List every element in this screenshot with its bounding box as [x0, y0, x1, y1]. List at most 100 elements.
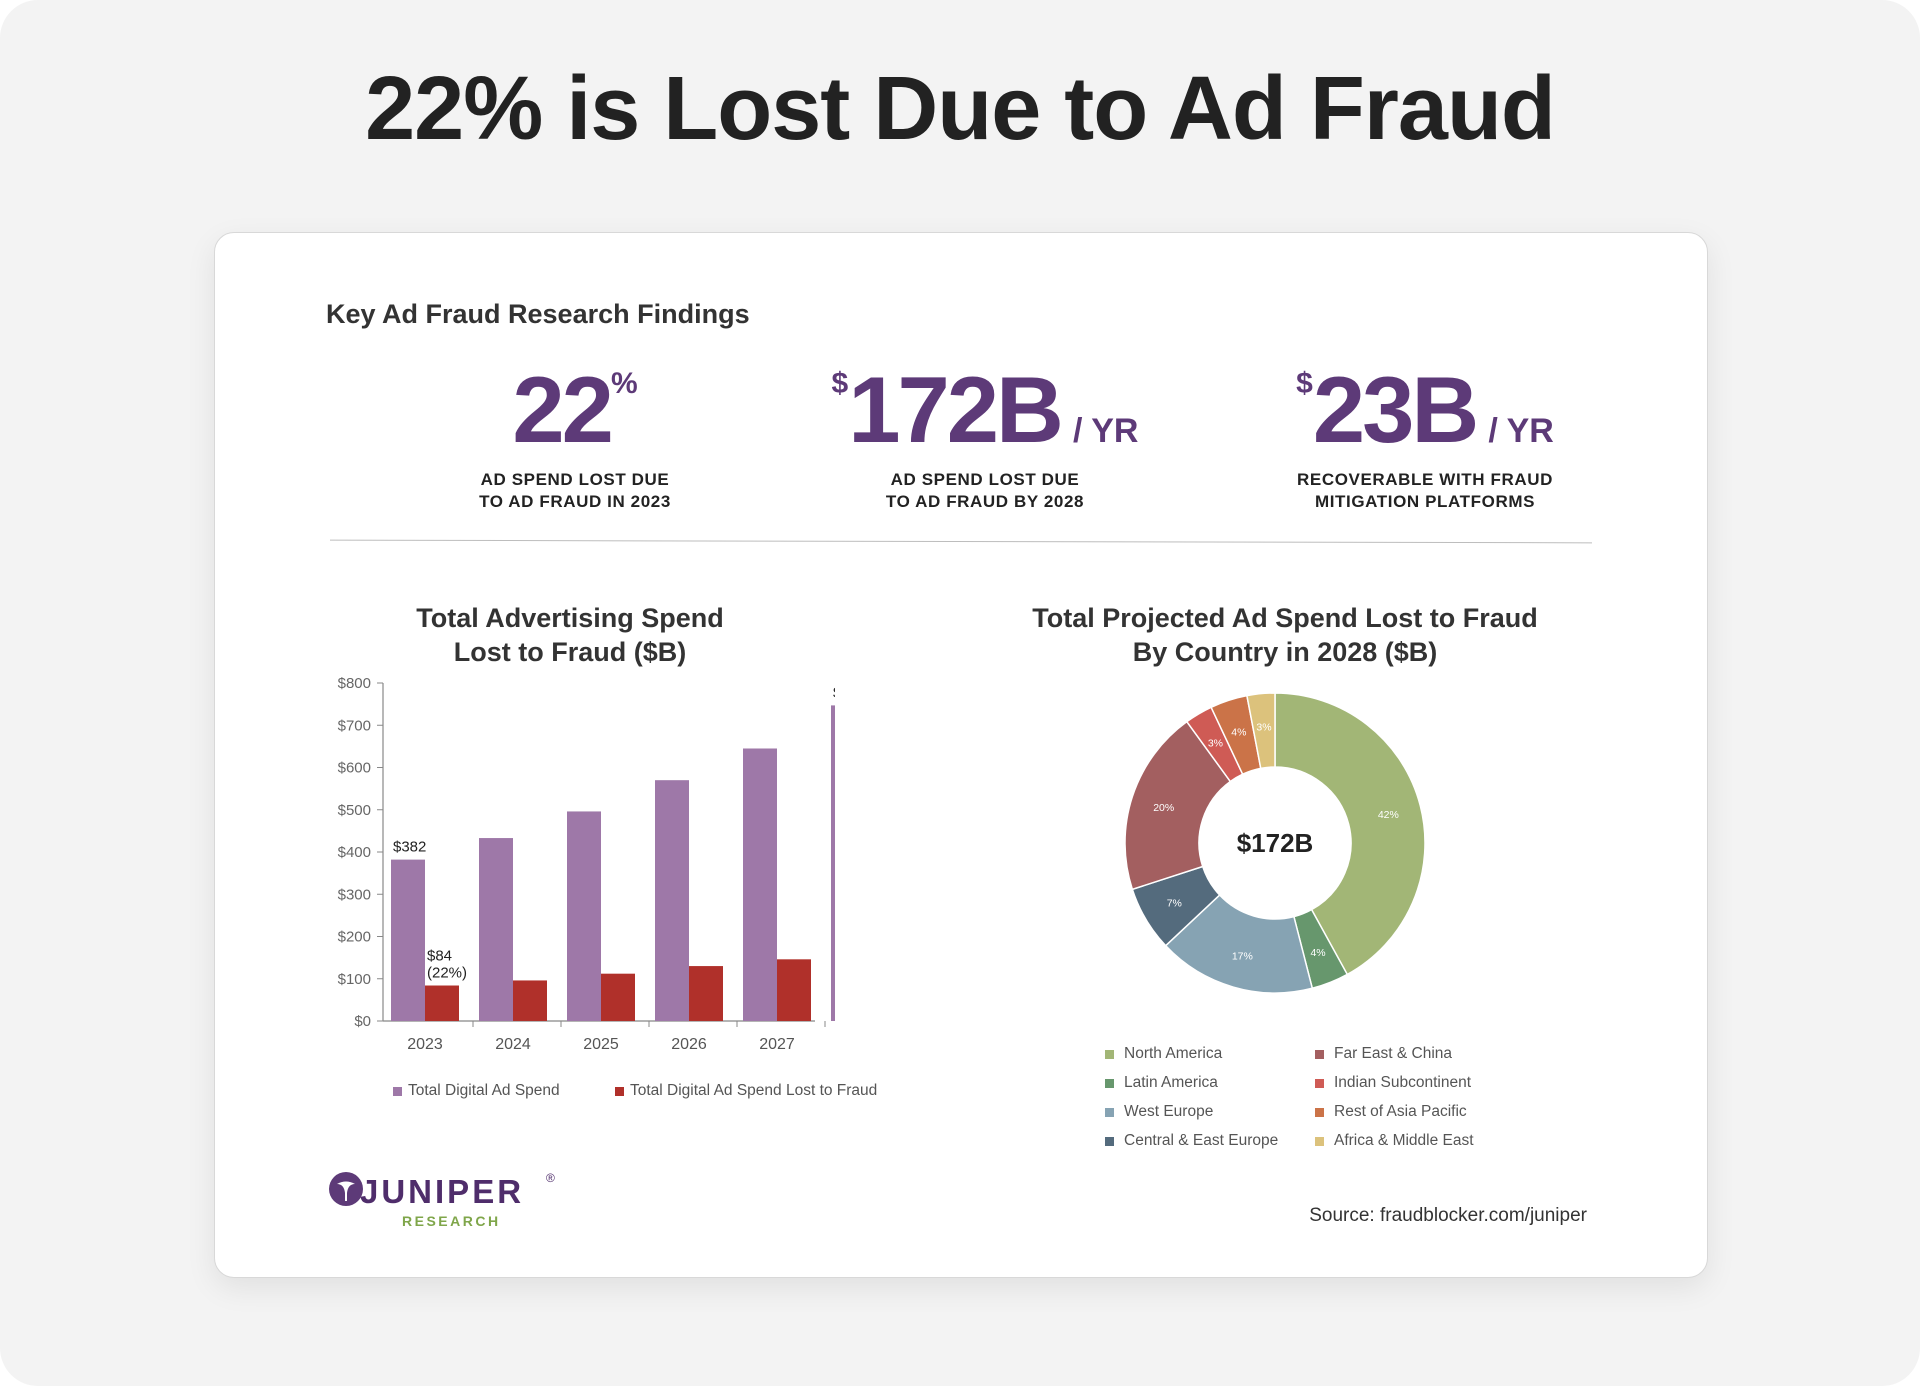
donut-slice	[1124, 720, 1232, 891]
bar-data-label: $84	[427, 948, 452, 965]
y-tick-label: $200	[338, 929, 371, 946]
stat-value: $ 23B / YR	[1225, 363, 1625, 457]
donut-chart-title-line: Total Projected Ad Spend Lost to Fraud	[1032, 603, 1538, 633]
y-tick-label: $500	[338, 802, 371, 819]
donut-slice-label: 42%	[1378, 809, 1399, 821]
legend-swatch	[1105, 1107, 1114, 1117]
stat-unit: / YR	[1488, 412, 1554, 450]
x-tick-label: 2026	[671, 1036, 707, 1053]
donut-slice-label: 3%	[1256, 722, 1271, 734]
legend-swatch	[1105, 1049, 1114, 1059]
bar-spend	[567, 811, 601, 1021]
bar-spend	[391, 859, 425, 1021]
donut-chart-title-line: By Country in 2028 ($B)	[1132, 637, 1438, 667]
legend-label: Total Digital Ad Spend	[408, 1082, 560, 1099]
bar-fraud	[601, 973, 635, 1021]
stat-number: 22	[512, 357, 614, 462]
bar-chart-title: Total Advertising Spend Lost to Fraud ($…	[365, 601, 775, 669]
stat-description: AD SPEND LOST DUE TO AD FRAUD BY 2028	[885, 470, 1085, 511]
logo-subtitle: RESEARCH	[402, 1213, 501, 1229]
findings-heading: Key Ad Fraud Research Findings	[326, 299, 750, 329]
stat-unit: / YR	[1072, 412, 1139, 450]
legend-swatch	[1105, 1078, 1114, 1088]
donut-slice-label: 3%	[1208, 737, 1223, 749]
donut-slice	[1246, 692, 1276, 770]
donut-legend-item: Latin America	[1105, 1074, 1218, 1092]
donut-slice-label: 4%	[1310, 947, 1325, 959]
bar-data-label: (22%)	[427, 965, 467, 982]
bar-fraud	[513, 980, 547, 1021]
x-tick-label: 2027	[759, 1036, 795, 1053]
legend-label: Total Digital Ad Spend Lost to Fraud	[630, 1082, 878, 1099]
bar-chart-title-line: Total Advertising Spend	[416, 603, 724, 633]
legend-label: Rest of Asia Pacific	[1334, 1103, 1467, 1120]
legend-label: Central & East Europe	[1124, 1132, 1279, 1149]
bar-chart: $0 $100 $200 $300 $400 $500 $600 $700 $800 2023 20…	[338, 675, 835, 1053]
bar-fraud	[777, 959, 811, 1021]
donut-legend-item: Rest of Asia Pacific	[1315, 1103, 1467, 1121]
donut-legend-item: Africa & Middle East	[1315, 1132, 1474, 1150]
donut-chart: 42% 4% 17% 7% 20% 3% 4% 3% $172B	[1124, 692, 1426, 994]
stat-number: 23B	[1312, 357, 1479, 462]
donut-center-label: $172B	[1237, 828, 1314, 858]
legend-label: Africa & Middle East	[1334, 1132, 1474, 1149]
donut-slice-label: 7%	[1167, 898, 1182, 910]
legend-swatch	[1315, 1049, 1324, 1059]
stat-value: 22 %	[390, 363, 760, 457]
bar-fraud	[689, 966, 723, 1021]
section-divider	[330, 539, 1592, 544]
stat-prefix: $	[831, 367, 849, 400]
logo-wordmark: JUNIPER	[360, 1173, 525, 1210]
y-tick-label: $800	[338, 675, 371, 692]
y-tick-label: $400	[338, 844, 371, 861]
legend-swatch	[1105, 1136, 1114, 1146]
stat-value: $ 172B / YR	[785, 363, 1185, 457]
bar-data-label: $747	[833, 684, 835, 701]
donut-legend-item: Far East & China	[1315, 1045, 1452, 1063]
legend-label: West Europe	[1124, 1103, 1214, 1120]
stat-description: AD SPEND LOST DUE TO AD FRAUD IN 2023	[479, 470, 671, 511]
legend-label: Latin America	[1124, 1074, 1218, 1091]
legend-swatch	[393, 1086, 402, 1096]
bar-fraud	[425, 985, 459, 1021]
y-tick-label: $700	[338, 717, 371, 734]
page-title: 22% is Lost Due to Ad Fraud	[365, 59, 1556, 159]
legend-swatch	[1315, 1136, 1324, 1146]
legend-label: Far East & China	[1334, 1045, 1453, 1062]
donut-chart-title: Total Projected Ad Spend Lost to Fraud B…	[985, 601, 1585, 669]
donut-slice-label: 20%	[1153, 802, 1174, 814]
bar-spend	[655, 780, 689, 1021]
y-tick-label: $600	[338, 760, 371, 777]
donut-legend-item: West Europe	[1105, 1103, 1213, 1121]
donut-legend-item: North America	[1105, 1045, 1222, 1063]
x-tick-label: 2025	[583, 1036, 619, 1053]
stat-number: 172B	[848, 357, 1064, 462]
stat-suffix: %	[610, 367, 638, 400]
x-tick-label: 2023	[407, 1036, 443, 1053]
x-tick-label: 2024	[495, 1036, 531, 1053]
source-text: Source: fraudblocker.com/juniper	[1309, 1205, 1587, 1226]
findings-card: Key Ad Fraud Research Findings 22 % AD S…	[214, 232, 1708, 1278]
stat-description: RECOVERABLE WITH FRAUD MITIGATION PLATFO…	[1297, 470, 1553, 511]
stat-prefix: $	[1296, 367, 1313, 400]
legend-label: North America	[1124, 1045, 1223, 1062]
legend-label: Indian Subcontinent	[1334, 1074, 1472, 1091]
juniper-logo-icon	[329, 1172, 363, 1206]
legend-item-spend: Total Digital Ad Spend	[393, 1082, 560, 1100]
donut-legend-item: Indian Subcontinent	[1315, 1074, 1471, 1092]
legend-item-fraud: Total Digital Ad Spend Lost to Fraud	[615, 1082, 877, 1100]
y-tick-label: $100	[338, 971, 371, 988]
y-tick-label: $0	[354, 1013, 371, 1030]
donut-slice-label: 4%	[1231, 727, 1246, 739]
stat-ad-fraud-2028: $ 172B / YR AD SPEND LOST DUE TO AD FRAU…	[785, 363, 1185, 513]
stat-ad-fraud-2023: 22 % AD SPEND LOST DUE TO AD FRAUD IN 20…	[390, 363, 760, 513]
bar-data-label: $382	[393, 839, 426, 856]
legend-swatch	[1315, 1107, 1324, 1117]
donut-slice	[1274, 692, 1426, 976]
stat-recoverable: $ 23B / YR RECOVERABLE WITH FRAUD MITIGA…	[1225, 363, 1625, 513]
y-tick-label: $300	[338, 886, 371, 903]
donut-slice-label: 17%	[1232, 950, 1253, 962]
donut-legend-item: Central & East Europe	[1105, 1132, 1278, 1150]
legend-swatch	[1315, 1078, 1324, 1088]
